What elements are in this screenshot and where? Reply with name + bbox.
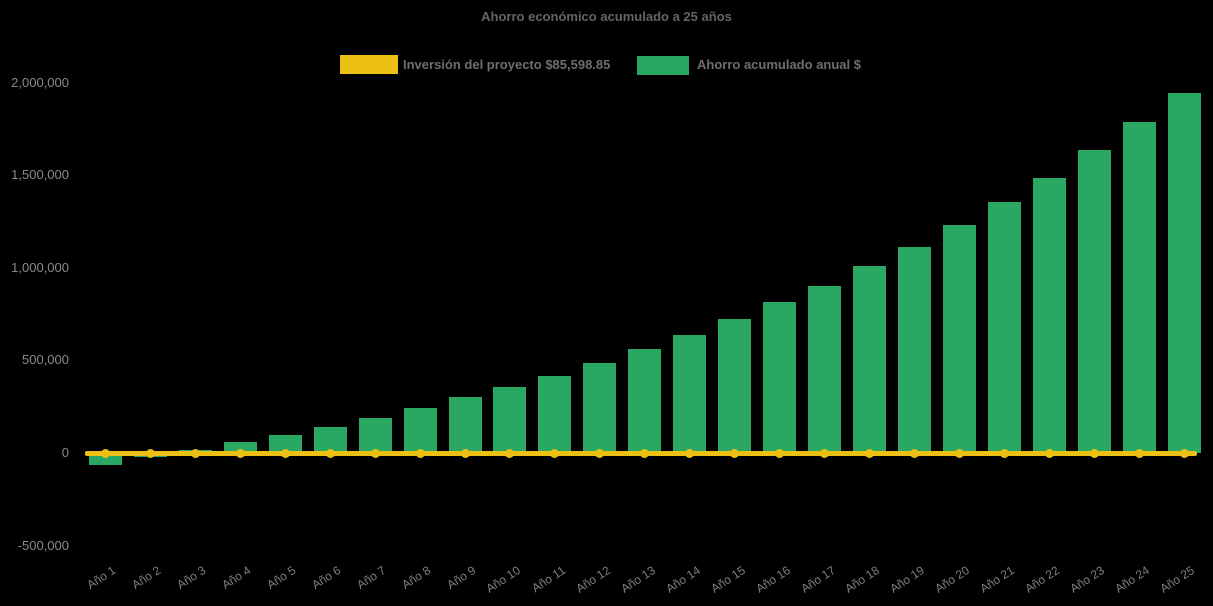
- bar-año-18: [852, 266, 886, 453]
- y-axis-tick-label: -500,000: [17, 537, 69, 553]
- x-axis-tick-label: Año 11: [528, 563, 568, 596]
- investment-line-marker: [1089, 448, 1099, 458]
- bar-año-9: [448, 397, 482, 453]
- x-axis-tick-label: Año 18: [842, 563, 883, 596]
- bar-año-19: [897, 246, 931, 453]
- legend-label-savings: Ahorro acumulado anual $: [697, 57, 861, 72]
- bar-año-8: [403, 408, 437, 453]
- y-axis-tick-label: 2,000,000: [11, 74, 69, 90]
- legend-swatch-investment: [340, 55, 398, 74]
- investment-line-marker: [460, 448, 470, 458]
- y-axis-tick-label: 1,500,000: [11, 167, 69, 183]
- bar-año-6: [313, 427, 347, 453]
- investment-line-marker: [1134, 448, 1144, 458]
- investment-line-marker: [550, 448, 560, 458]
- bar-año-15: [718, 319, 752, 453]
- investment-line-marker: [415, 448, 425, 458]
- x-axis-tick-label: Año 24: [1112, 563, 1152, 596]
- bar-año-20: [942, 224, 976, 453]
- bar-año-4: [223, 442, 257, 453]
- investment-line-marker: [1179, 448, 1189, 458]
- y-axis-tick-label: 500,000: [22, 352, 69, 368]
- x-axis-tick-label: Año 4: [219, 563, 254, 592]
- investment-line-marker: [1044, 448, 1054, 458]
- investment-line-marker: [820, 448, 830, 458]
- x-axis-tick-label: Año 7: [354, 563, 388, 592]
- investment-line-marker: [864, 448, 874, 458]
- investment-line-marker: [775, 448, 785, 458]
- bar-año-22: [1032, 177, 1066, 453]
- bar-año-14: [673, 335, 707, 453]
- x-axis-tick-label: Año 16: [752, 563, 793, 596]
- x-axis-tick-label: Año 5: [264, 563, 299, 592]
- x-axis-tick-label: Año 15: [707, 563, 748, 596]
- y-axis-tick-label: 1,000,000: [11, 259, 69, 275]
- x-axis-tick-label: Año 17: [797, 563, 838, 596]
- legend-swatch-savings: [637, 56, 689, 75]
- x-axis-tick-label: Año 9: [443, 563, 478, 592]
- bar-año-17: [808, 285, 842, 453]
- bar-año-24: [1122, 121, 1156, 453]
- x-axis-tick-label: Año 6: [309, 563, 344, 592]
- x-axis-tick-label: Año 2: [129, 563, 164, 592]
- investment-line-marker: [685, 448, 695, 458]
- x-axis-tick-label: Año 22: [1022, 563, 1063, 596]
- x-axis-tick-label: Año 13: [618, 563, 658, 596]
- bar-año-11: [538, 376, 572, 453]
- investment-line-marker: [235, 448, 245, 458]
- bar-año-5: [268, 435, 302, 453]
- x-axis-tick-label: Año 23: [1067, 563, 1107, 596]
- investment-line-marker: [325, 448, 335, 458]
- y-axis-tick-label: 0: [61, 445, 69, 460]
- x-axis-tick-label: Año 20: [932, 563, 973, 596]
- bar-año-7: [358, 417, 392, 453]
- bar-año-25: [1167, 92, 1201, 453]
- x-axis-tick-label: Año 1: [84, 563, 119, 592]
- x-axis-tick-label: Año 10: [483, 563, 523, 596]
- investment-line-marker: [954, 448, 964, 458]
- investment-line-marker: [145, 448, 155, 458]
- bar-año-1: [89, 453, 122, 466]
- investment-line-marker: [370, 448, 380, 458]
- x-axis-tick-label: Año 14: [663, 563, 703, 596]
- bar-año-10: [493, 386, 527, 453]
- x-axis-tick-label: Año 12: [573, 563, 613, 596]
- investment-line-marker: [190, 448, 200, 458]
- x-axis-tick-label: Año 19: [887, 563, 928, 596]
- investment-line-marker: [730, 448, 740, 458]
- investment-line-marker: [101, 448, 110, 458]
- bar-año-12: [583, 362, 617, 453]
- x-axis-tick-label: Año 3: [174, 563, 209, 592]
- bar-año-13: [628, 349, 662, 453]
- chart-title: Ahorro económico acumulado a 25 años: [481, 9, 732, 24]
- x-axis-tick-label: Año 25: [1157, 563, 1197, 596]
- x-axis-tick-label: Año 8: [398, 563, 433, 592]
- investment-line-marker: [595, 448, 605, 458]
- bar-año-23: [1077, 149, 1111, 453]
- investment-line-marker: [280, 448, 290, 458]
- legend-label-investment: Inversión del proyecto $85,598.85: [403, 57, 611, 72]
- investment-line-marker: [505, 448, 515, 458]
- bar-año-21: [987, 202, 1021, 453]
- investment-line-marker: [909, 448, 919, 458]
- x-axis-tick-label: Año 21: [977, 563, 1018, 596]
- investment-line-marker: [640, 448, 650, 458]
- bar-año-16: [763, 302, 797, 453]
- investment-line-marker: [999, 448, 1009, 458]
